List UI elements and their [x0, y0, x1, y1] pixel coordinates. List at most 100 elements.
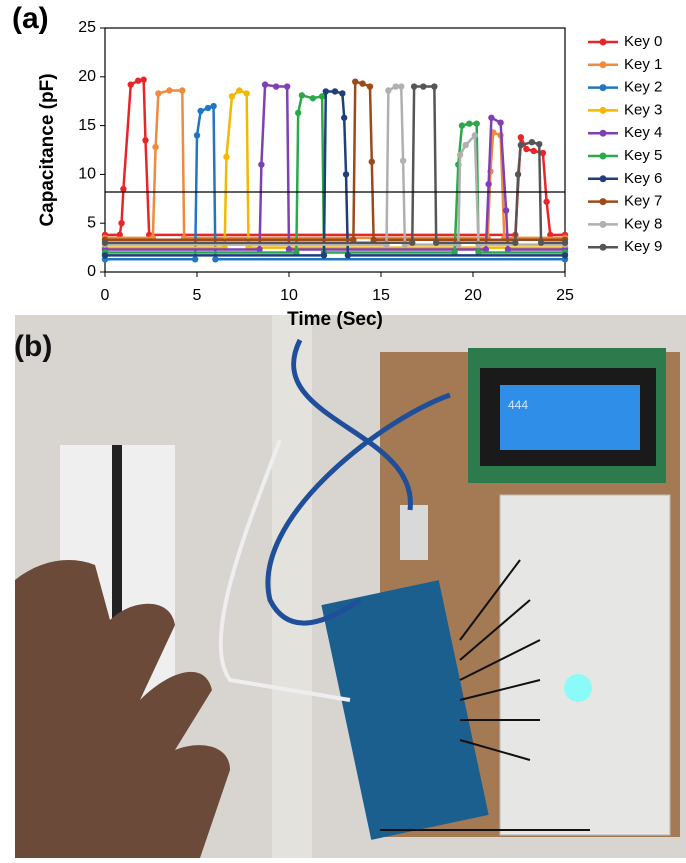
- x-tick-label: 25: [556, 287, 574, 304]
- data-point: [420, 83, 426, 89]
- data-point: [518, 142, 524, 148]
- data-point: [431, 83, 437, 89]
- data-point: [140, 77, 146, 83]
- legend-marker: [600, 130, 607, 137]
- y-tick-label: 25: [78, 19, 96, 36]
- data-point: [262, 81, 268, 87]
- data-point: [152, 144, 158, 150]
- y-tick-label: 20: [78, 68, 96, 85]
- data-point: [102, 240, 108, 246]
- data-point: [538, 240, 544, 246]
- data-point: [359, 80, 365, 86]
- data-point: [295, 110, 301, 116]
- data-point: [518, 134, 524, 140]
- x-tick-label: 15: [372, 287, 390, 304]
- data-point: [400, 158, 406, 164]
- legend-label: Key 2: [624, 79, 662, 96]
- data-point: [529, 139, 535, 145]
- data-point: [485, 181, 491, 187]
- data-point: [258, 161, 264, 167]
- series-line: [105, 87, 565, 243]
- data-point: [459, 122, 465, 128]
- led-glow: [564, 674, 592, 702]
- data-point: [273, 83, 279, 89]
- legend-marker: [600, 153, 607, 160]
- legend-label: Key 4: [624, 124, 662, 141]
- data-point: [128, 81, 134, 87]
- data-point: [433, 240, 439, 246]
- data-point: [562, 240, 568, 246]
- data-point: [102, 252, 108, 258]
- data-point: [229, 93, 235, 99]
- photo: 444: [15, 315, 686, 858]
- data-point: [488, 115, 494, 121]
- data-point: [472, 132, 478, 138]
- legend-label: Key 0: [624, 33, 662, 50]
- figure: (a) 444 (b) 05101520250510152025Time (Se…: [0, 0, 686, 858]
- legend-label: Key 5: [624, 147, 662, 164]
- legend-marker: [600, 39, 607, 46]
- data-point: [343, 171, 349, 177]
- data-point: [120, 186, 126, 192]
- data-point: [503, 207, 509, 213]
- data-point: [210, 103, 216, 109]
- data-point: [135, 78, 141, 84]
- x-axis-label: Time (Sec): [287, 309, 383, 330]
- data-point: [155, 90, 161, 96]
- data-point: [562, 252, 568, 258]
- y-axis-label: Capacitance (pF): [37, 73, 58, 226]
- data-point: [536, 141, 542, 147]
- data-point: [194, 132, 200, 138]
- legend-marker: [600, 107, 607, 114]
- series-line: [105, 106, 565, 259]
- data-point: [409, 240, 415, 246]
- y-tick-label: 10: [78, 166, 96, 183]
- data-point: [166, 87, 172, 93]
- data-point: [462, 142, 468, 148]
- data-point: [142, 137, 148, 143]
- data-point: [512, 240, 518, 246]
- x-tick-label: 0: [101, 287, 110, 304]
- y-tick-label: 15: [78, 117, 96, 134]
- data-point: [473, 120, 479, 126]
- series-line: [105, 85, 565, 250]
- data-point: [398, 83, 404, 89]
- lcd-screen: [500, 385, 640, 450]
- legend-label: Key 7: [624, 193, 662, 210]
- data-point: [531, 148, 537, 154]
- x-tick-label: 20: [464, 287, 482, 304]
- data-point: [411, 83, 417, 89]
- data-point: [197, 108, 203, 114]
- data-point: [284, 83, 290, 89]
- data-point: [223, 154, 229, 160]
- data-point: [466, 120, 472, 126]
- data-point: [118, 220, 124, 226]
- data-point: [497, 119, 503, 125]
- data-point: [299, 92, 305, 98]
- data-point: [323, 88, 329, 94]
- data-point: [310, 95, 316, 101]
- legend-marker: [600, 84, 607, 91]
- series-line: [105, 80, 565, 235]
- data-point: [352, 78, 358, 84]
- data-point: [515, 171, 521, 177]
- data-point: [339, 90, 345, 96]
- data-point: [341, 115, 347, 121]
- lcd-text: 444: [508, 398, 528, 412]
- breadboard: [500, 495, 670, 835]
- legend-marker: [600, 221, 607, 228]
- legend-marker: [600, 61, 607, 68]
- data-point: [321, 252, 327, 258]
- y-tick-label: 5: [87, 214, 96, 231]
- series-line: [105, 87, 565, 245]
- legend-marker: [600, 175, 607, 182]
- data-point: [192, 256, 198, 262]
- data-point: [367, 83, 373, 89]
- data-point: [205, 105, 211, 111]
- series-line: [105, 90, 565, 237]
- legend-label: Key 8: [624, 215, 662, 232]
- legend-marker: [600, 244, 607, 251]
- data-point: [393, 83, 399, 89]
- usb-plug: [400, 505, 428, 560]
